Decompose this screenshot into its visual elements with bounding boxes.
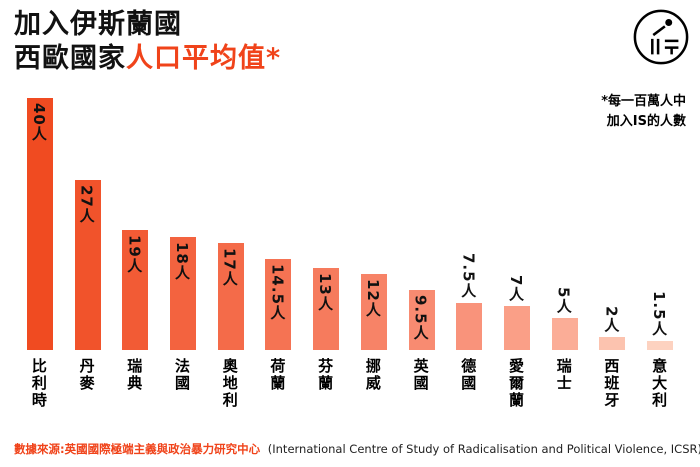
bar-value-label: 17人 [220, 248, 239, 287]
bar-category-label: 德國 [459, 358, 478, 392]
bar-value-label: 12人 [363, 279, 382, 318]
bar-value-label: 5人 [554, 286, 573, 314]
bar-category-label: 芬蘭 [316, 358, 335, 392]
bar [26, 98, 53, 350]
initium-logo [632, 8, 690, 66]
title-line2-black: 西歐國家 [14, 43, 126, 75]
footnote-line1: *每一百萬人中 [601, 94, 686, 109]
bar [74, 180, 101, 350]
bar-category-label: 丹麥 [77, 358, 96, 392]
bar-value-label: 19人 [125, 235, 144, 274]
bar-category-label: 挪威 [363, 358, 382, 392]
bar [313, 268, 340, 350]
source-en: (International Centre of Study of Radica… [267, 442, 700, 456]
bar-category-label: 意大利 [650, 358, 669, 409]
footnote-line2: 加入IS的人數 [606, 114, 686, 130]
bar-category-label: 瑞士 [554, 358, 573, 392]
bar-value-label: 40人 [29, 103, 48, 142]
bar-value-label: 9.5人 [411, 295, 430, 341]
bar [217, 243, 244, 350]
bar-category-label: 荷蘭 [268, 358, 287, 392]
bar-category-label: 奧地利 [220, 358, 239, 409]
bar-category-label: 比利時 [29, 358, 48, 409]
source-line: 數據來源:英國國際極端主義與政治暴力研究中心 (International Ce… [14, 441, 700, 457]
bar-value-label: 7.5人 [459, 253, 478, 299]
bar-category-label: 瑞典 [125, 358, 144, 392]
bar [599, 337, 626, 350]
bar [504, 306, 530, 350]
footnote: *每一百萬人中 加入IS的人數 [601, 92, 686, 132]
title-line2: 西歐國家人口平均值* [14, 42, 281, 76]
bar-value-label: 27人 [77, 185, 96, 224]
bar-category-label: 愛爾蘭 [507, 358, 525, 409]
bar-value-label: 1.5人 [650, 291, 669, 337]
bar-value-label: 7人 [507, 274, 525, 302]
bar [122, 230, 149, 350]
title-line1: 加入伊斯蘭國 [14, 9, 182, 40]
bar [408, 290, 435, 350]
bar-value-label: 14.5人 [268, 264, 287, 322]
bar-value-label: 13人 [316, 273, 335, 312]
bar-category-label: 法國 [173, 358, 191, 392]
bar [647, 341, 674, 350]
bar [170, 237, 196, 350]
bar [265, 259, 292, 350]
bar-value-label: 2人 [602, 305, 621, 333]
bar [456, 303, 483, 350]
bar-category-label: 西班牙 [602, 358, 621, 409]
bar [551, 318, 578, 350]
title-line2-red: 人口平均值* [126, 43, 282, 75]
page-title: 加入伊斯蘭國 西歐國家人口平均值* [14, 8, 281, 77]
initium-logo-icon [633, 9, 689, 65]
bar [360, 274, 387, 350]
bar-category-label: 英國 [411, 358, 430, 392]
source-zh: 數據來源:英國國際極端主義與政治暴力研究中心 [14, 442, 261, 456]
bar-value-label: 18人 [173, 242, 191, 281]
